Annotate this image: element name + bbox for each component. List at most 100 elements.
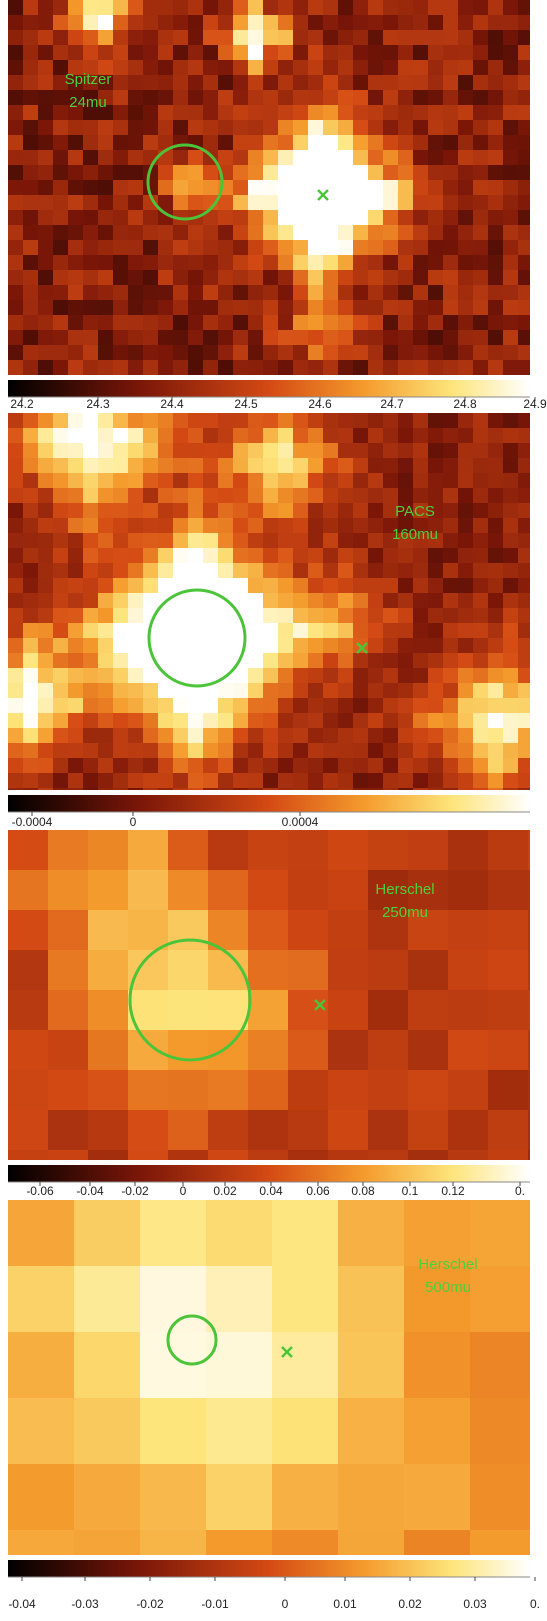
pixel [98,413,114,429]
pixel [233,135,249,151]
pixel [203,330,219,346]
pixel [278,60,294,76]
pixel [278,315,294,331]
pixel [113,15,129,31]
pixel [8,300,24,316]
pixel [128,518,144,534]
pixel [443,285,459,301]
pixel [278,135,294,151]
pixel [233,90,249,106]
pixel [248,240,264,256]
pixel [98,653,114,669]
pixel [368,533,384,549]
pixel [293,428,309,444]
pixel [248,165,264,181]
pixel [248,653,264,669]
pixel [8,1200,75,1267]
pixel [278,105,294,121]
pixel [413,548,429,564]
pixel [158,225,174,241]
pixel [218,608,234,624]
pixel [23,15,39,31]
pixel [158,443,174,459]
pixel [308,135,324,151]
pixel [263,150,279,166]
pixel [158,75,174,91]
pixel [203,225,219,241]
pixel [23,503,39,519]
pixel [518,45,530,61]
pixel [473,428,489,444]
pixel [248,120,264,136]
pixel [98,165,114,181]
pixel [128,255,144,271]
pixel [443,135,459,151]
pixel [203,773,219,789]
pixel [518,75,530,91]
pixel [248,270,264,286]
pixel [272,1332,339,1399]
pixel [38,15,54,31]
pixel [23,75,39,91]
pixel [218,548,234,564]
pixel [128,30,144,46]
pixel [308,683,324,699]
pixel [158,428,174,444]
pixel [518,135,530,151]
pixel [68,45,84,61]
pixel [208,830,249,871]
pixel [428,728,444,744]
pixel [8,1266,75,1333]
pixel [143,743,159,759]
pixel [98,533,114,549]
pixel [188,503,204,519]
pixel [158,165,174,181]
pixel [323,788,339,790]
pixel [503,285,519,301]
pixel [353,743,369,759]
pixel [398,285,414,301]
pixel [248,1110,289,1151]
pixel [383,300,399,316]
pixel [408,990,449,1031]
pixel [53,345,69,361]
pixel [83,345,99,361]
source-circle [147,588,247,688]
pixel [518,548,530,564]
pixel [368,593,384,609]
pixel [398,0,414,16]
pixel [53,15,69,31]
pixel [413,413,429,429]
pixel [353,788,369,790]
pixel [293,458,309,474]
pixel [143,225,159,241]
pixel [413,240,429,256]
pixel [98,90,114,106]
pixel [113,345,129,361]
pixel [338,210,354,226]
pixel [38,75,54,91]
pixel [8,60,24,76]
pixel [353,285,369,301]
pixel [383,518,399,534]
pixel [323,90,339,106]
pixel [68,285,84,301]
pixel [68,270,84,286]
pixel [398,120,414,136]
pixel [158,30,174,46]
pixel [218,360,234,375]
pixel [383,623,399,639]
pixel [488,518,504,534]
pixel [128,488,144,504]
pixel [413,90,429,106]
pixel [218,240,234,256]
pixel [8,428,24,444]
pixel [143,90,159,106]
pixel [308,518,324,534]
pixel [128,165,144,181]
pixel [38,360,54,375]
pixel [23,360,39,375]
pixel [248,255,264,271]
pixel [218,90,234,106]
pixel [173,713,189,729]
